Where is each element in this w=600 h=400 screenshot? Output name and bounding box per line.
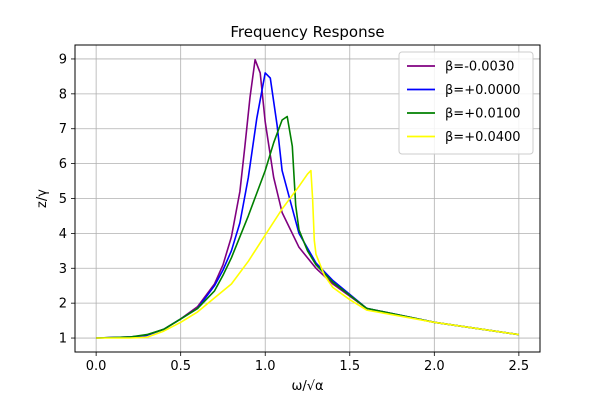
y-tick-label: 2	[59, 297, 67, 312]
y-axis-label: z/γ	[35, 189, 50, 208]
x-tick-label: 2.5	[509, 359, 530, 374]
y-tick-label: 9	[59, 52, 67, 67]
y-tick-label: 7	[59, 122, 67, 137]
y-tick-label: 5	[59, 192, 67, 207]
legend-entry-label: β=-0.0030	[445, 60, 514, 75]
legend-entry-label: β=+0.0100	[445, 107, 521, 122]
y-tick-label: 1	[59, 332, 67, 347]
series-line-2	[96, 115, 520, 339]
legend-entry-label: β=+0.0400	[445, 130, 521, 145]
y-tick-label: 3	[59, 262, 67, 277]
x-tick-label: 1.0	[255, 359, 276, 374]
y-tick-label: 4	[59, 227, 67, 242]
y-tick-label: 6	[59, 157, 67, 172]
legend-entry-label: β=+0.0000	[445, 83, 521, 98]
grid	[75, 45, 540, 352]
x-axis-label: ω/√α	[291, 379, 323, 394]
series-lines	[96, 58, 520, 339]
x-tick-label: 2.0	[424, 359, 445, 374]
legend: β=-0.0030 β=+0.0000 β=+0.0100 β=+0.0400	[398, 51, 534, 155]
series-line-3	[96, 169, 520, 339]
chart-title: Frequency Response	[230, 23, 384, 41]
x-tick-label: 0.0	[86, 359, 107, 374]
x-tick-label: 0.5	[170, 359, 191, 374]
axis-ticks: 0.0 0.5 1.0 1.5 2.0 2.5 1 2 3 4 5 6 7 8 9	[59, 52, 529, 374]
y-tick-label: 8	[59, 87, 67, 102]
x-tick-label: 1.5	[339, 359, 360, 374]
legend-box	[398, 51, 534, 155]
